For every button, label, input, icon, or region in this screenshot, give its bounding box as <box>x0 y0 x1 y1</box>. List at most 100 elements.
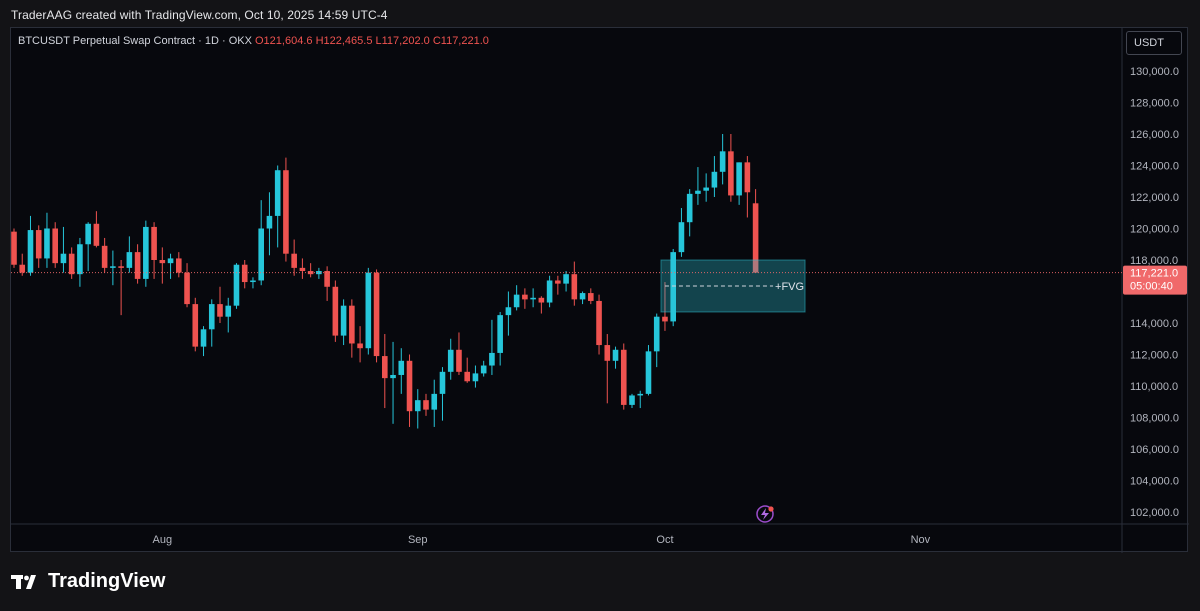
candle-body <box>332 286 339 336</box>
candle-body <box>151 226 157 260</box>
candle <box>27 215 34 276</box>
candle <box>612 346 619 369</box>
candle-body <box>85 223 91 245</box>
candle-body <box>530 297 536 300</box>
candle <box>110 250 116 286</box>
candle-body <box>176 258 182 273</box>
y-tick-label: 112,000.0 <box>1130 350 1178 362</box>
candle <box>579 291 586 305</box>
candle <box>233 263 240 309</box>
candle <box>283 157 289 262</box>
candle-body <box>35 230 42 259</box>
candle <box>736 162 742 205</box>
tradingview-logo[interactable]: TradingView <box>11 570 165 593</box>
candle-body <box>349 305 355 344</box>
low-value: L117,202.0 <box>375 35 430 47</box>
candle-body <box>324 271 330 287</box>
y-tick-label: 106,000.0 <box>1130 444 1179 456</box>
candle <box>522 288 528 309</box>
candle-body <box>579 293 586 300</box>
candle <box>686 189 693 237</box>
y-tick-label: 128,000.0 <box>1130 98 1179 110</box>
candle <box>571 261 578 306</box>
candle <box>340 299 347 346</box>
candle-body <box>19 264 26 273</box>
candle <box>645 345 652 396</box>
candle-body <box>555 280 561 284</box>
candle <box>291 239 297 276</box>
candle <box>637 390 644 409</box>
currency-button[interactable]: USDT <box>1126 31 1182 55</box>
candle <box>208 299 215 347</box>
candle <box>382 334 388 409</box>
candle-body <box>596 300 602 346</box>
candle-body <box>612 349 619 361</box>
candle <box>118 260 124 316</box>
y-tick-label: 104,000.0 <box>1130 476 1179 488</box>
candle <box>752 189 759 273</box>
candle <box>678 208 685 257</box>
candle-body <box>711 171 718 188</box>
candle-body <box>27 230 34 273</box>
candle <box>456 332 462 375</box>
candles <box>11 134 759 429</box>
price-chart[interactable]: +FVG 130,000.0 128,000.0 126,000.0 124,000.… <box>11 28 1189 553</box>
candle-body <box>472 373 479 382</box>
chart-frame[interactable]: +FVG 130,000.0 128,000.0 126,000.0 124,000.… <box>10 27 1189 553</box>
close-value: C117,221.0 <box>432 35 489 47</box>
y-tick-label: 120,000.0 <box>1130 224 1179 236</box>
candle-body <box>299 267 306 272</box>
candle <box>68 247 75 279</box>
candle <box>365 267 372 355</box>
candle <box>324 266 330 301</box>
candle <box>530 288 536 308</box>
candle-body <box>208 304 215 330</box>
chart-caption: TraderAAG created with TradingView.com, … <box>11 8 388 22</box>
candle-body <box>637 393 644 396</box>
candle-body <box>126 252 133 268</box>
candle <box>200 326 207 357</box>
countdown-value: 05:00:40 <box>1130 281 1173 293</box>
fvg-label: +FVG <box>775 281 804 293</box>
candle <box>217 286 223 323</box>
y-tick-label: 126,000.0 <box>1130 129 1179 141</box>
candle-body <box>513 294 520 308</box>
candle-body <box>406 360 413 412</box>
candle-body <box>266 215 273 229</box>
candle <box>670 248 676 327</box>
candle <box>719 134 726 185</box>
open-value: O121,604.6 <box>255 35 313 47</box>
x-tick-label: Aug <box>153 534 173 546</box>
candle <box>159 247 166 284</box>
candle-body <box>118 266 124 268</box>
candle-body <box>68 253 75 275</box>
candle-body <box>571 274 578 300</box>
candle <box>662 282 668 331</box>
candle <box>447 338 454 380</box>
candle <box>563 271 569 292</box>
candle-body <box>316 271 322 275</box>
candle-body <box>538 297 545 303</box>
candle-body <box>439 371 446 394</box>
x-tick-label: Nov <box>911 534 931 546</box>
candle-body <box>489 352 495 366</box>
candle <box>489 319 495 375</box>
candle <box>274 165 281 248</box>
candle <box>472 365 479 388</box>
candle <box>464 357 470 383</box>
last-price-tag: 117,221.005:00:40 <box>1123 265 1187 295</box>
fvg-zone <box>660 259 806 313</box>
candle <box>349 299 355 358</box>
candle-body <box>695 190 701 194</box>
candle <box>77 237 83 287</box>
candle-body <box>423 400 429 410</box>
candle <box>744 156 751 218</box>
candle <box>299 258 306 279</box>
candle-body <box>653 316 660 352</box>
candle-body <box>291 253 297 268</box>
candle <box>11 228 17 268</box>
candle <box>695 167 701 205</box>
candle-body <box>250 280 256 283</box>
candle-body <box>283 170 289 254</box>
candle-body <box>143 226 149 279</box>
